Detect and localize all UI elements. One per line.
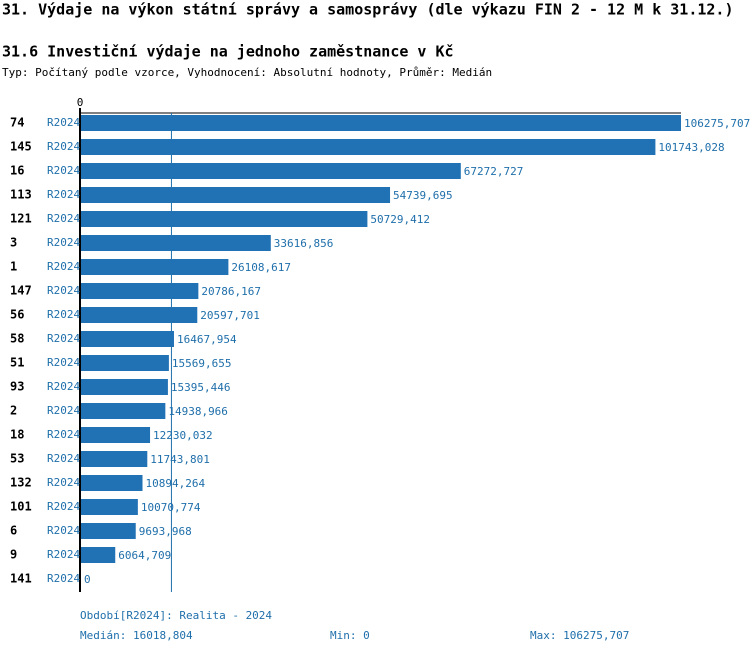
value-label: 10070,774 xyxy=(141,501,201,514)
period-label: R2024 xyxy=(47,452,80,465)
value-label: 15395,446 xyxy=(171,381,231,394)
bar xyxy=(81,427,151,443)
category-label: 6 xyxy=(10,524,17,538)
period-label: R2024 xyxy=(47,524,80,537)
category-label: 132 xyxy=(10,476,32,490)
period-label: R2024 xyxy=(47,476,80,489)
value-label: 50729,412 xyxy=(370,213,430,226)
bar xyxy=(81,139,656,155)
period-label: R2024 xyxy=(47,404,80,417)
category-label: 53 xyxy=(10,452,24,466)
bar xyxy=(81,211,368,227)
value-label: 106275,707 xyxy=(684,117,750,130)
bar xyxy=(81,523,136,539)
category-label: 9 xyxy=(10,548,17,562)
footer-median: Medián: 16018,804 xyxy=(80,629,193,642)
value-label: 12230,032 xyxy=(153,429,213,442)
bar xyxy=(81,307,198,323)
period-label: R2024 xyxy=(47,572,80,585)
bar xyxy=(81,355,169,371)
chart-subtitle: Typ: Počítaný podle vzorce, Vyhodnocení:… xyxy=(2,66,492,79)
bar xyxy=(81,499,138,515)
category-label: 2 xyxy=(10,404,17,418)
bar xyxy=(81,451,148,467)
value-label: 67272,727 xyxy=(464,165,524,178)
category-label: 3 xyxy=(10,236,17,250)
page-title: 31. Výdaje na výkon státní správy a samo… xyxy=(2,1,734,19)
category-label: 58 xyxy=(10,332,24,346)
period-label: R2024 xyxy=(47,260,80,273)
category-label: 93 xyxy=(10,380,24,394)
bar xyxy=(81,403,166,419)
category-label: 113 xyxy=(10,188,32,202)
category-label: 147 xyxy=(10,284,32,298)
value-label: 0 xyxy=(84,573,91,586)
period-label: R2024 xyxy=(47,284,80,297)
bar xyxy=(81,187,391,203)
value-label: 6064,709 xyxy=(118,549,171,562)
value-label: 9693,968 xyxy=(139,525,192,538)
x-tick-label: 0 xyxy=(77,96,84,109)
period-label: R2024 xyxy=(47,236,80,249)
value-label: 16467,954 xyxy=(177,333,237,346)
period-label: R2024 xyxy=(47,548,80,561)
category-label: 101 xyxy=(10,500,32,514)
period-label: R2024 xyxy=(47,428,80,441)
value-label: 10894,264 xyxy=(146,477,206,490)
period-label: R2024 xyxy=(47,140,80,153)
category-label: 16 xyxy=(10,164,24,178)
category-label: 1 xyxy=(10,260,17,274)
period-label: R2024 xyxy=(47,332,80,345)
bar xyxy=(81,379,168,395)
bar xyxy=(81,115,681,131)
category-label: 18 xyxy=(10,428,24,442)
period-label: R2024 xyxy=(47,164,80,177)
category-label: 56 xyxy=(10,308,24,322)
bar xyxy=(81,259,229,275)
value-label: 101743,028 xyxy=(658,141,724,154)
category-label: 145 xyxy=(10,140,32,154)
bar xyxy=(81,283,199,299)
value-label: 20786,167 xyxy=(201,285,261,298)
chart-title: 31.6 Investiční výdaje na jednoho zaměst… xyxy=(2,43,454,61)
bar xyxy=(81,547,116,563)
category-label: 141 xyxy=(10,572,32,586)
period-label: R2024 xyxy=(47,380,80,393)
value-label: 14938,966 xyxy=(168,405,228,418)
footer-min: Min: 0 xyxy=(330,629,370,642)
period-label: R2024 xyxy=(47,308,80,321)
value-label: 26108,617 xyxy=(231,261,291,274)
bar xyxy=(81,163,461,179)
period-label: R2024 xyxy=(47,188,80,201)
value-label: 11743,801 xyxy=(150,453,210,466)
value-label: 33616,856 xyxy=(274,237,334,250)
period-label: R2024 xyxy=(47,500,80,513)
value-label: 15569,655 xyxy=(172,357,232,370)
period-label: R2024 xyxy=(47,212,80,225)
value-label: 20597,701 xyxy=(200,309,260,322)
value-label: 54739,695 xyxy=(393,189,453,202)
bar xyxy=(81,235,271,251)
period-label: R2024 xyxy=(47,356,80,369)
category-label: 74 xyxy=(10,116,24,130)
category-label: 121 xyxy=(10,212,32,226)
period-label: R2024 xyxy=(47,116,80,129)
category-label: 51 xyxy=(10,356,24,370)
bar xyxy=(81,475,143,491)
footer-max: Max: 106275,707 xyxy=(530,629,629,642)
bar xyxy=(81,331,174,347)
footer-period: Období[R2024]: Realita - 2024 xyxy=(80,609,272,622)
